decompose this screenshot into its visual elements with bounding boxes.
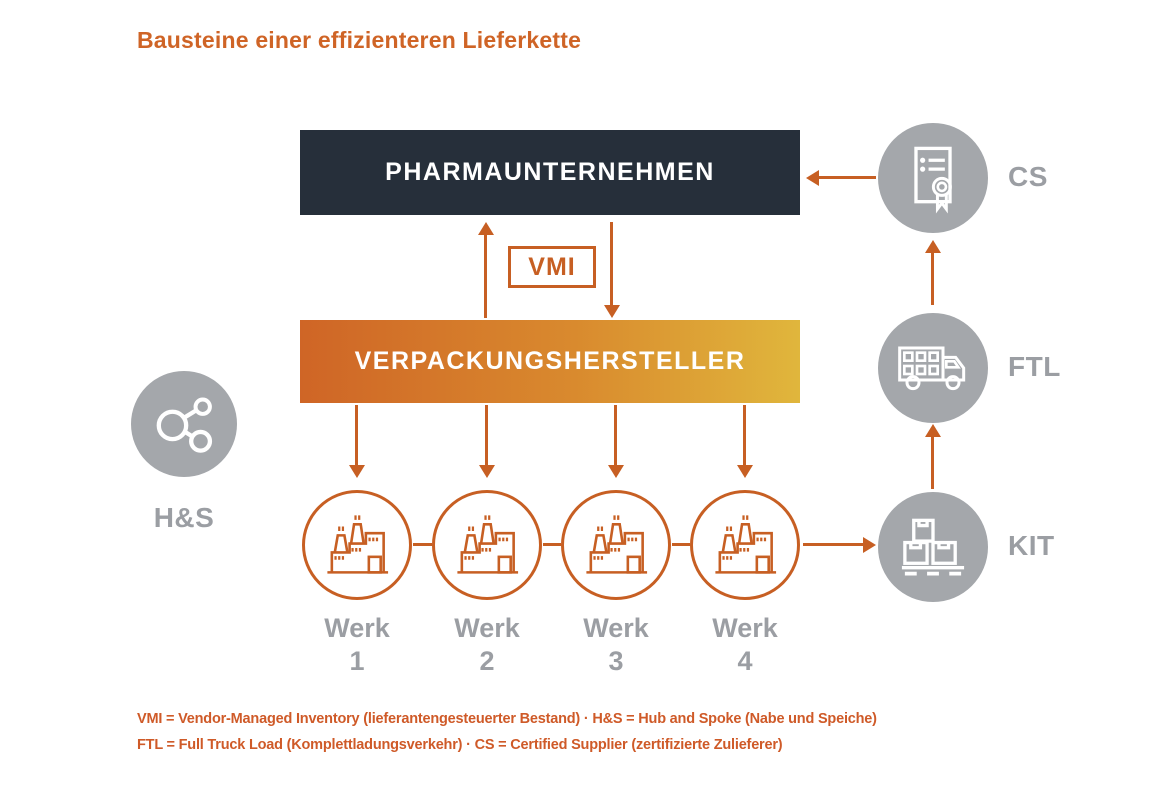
- werk4-label: Werk 4: [712, 613, 778, 676]
- arrow-down-to-packer: [604, 305, 620, 318]
- factory-icon: [320, 508, 394, 582]
- certificate-icon: [896, 141, 970, 215]
- legend-line1: VMI = Vendor-Managed Inventory (lieferan…: [137, 711, 877, 727]
- pharma-company-label: PHARMAUNTERNEHMEN: [385, 158, 715, 186]
- arrow-cs-to-pharma-line: [818, 176, 876, 179]
- arrow-to-werk3: [608, 465, 624, 478]
- arrow-ftl-to-cs: [925, 240, 941, 253]
- hub-and-spoke-label: H&S: [153, 502, 215, 533]
- hub-and-spoke-node: [131, 371, 237, 477]
- cs-label: CS: [1008, 161, 1048, 192]
- arrow-cs-to-pharma: [806, 170, 819, 186]
- arrow-to-werk4: [737, 465, 753, 478]
- arrow-up-to-pharma: [478, 222, 494, 235]
- ftl-node: [878, 313, 988, 423]
- page-title: Bausteine einer effizienteren Lieferkett…: [137, 27, 582, 53]
- werk1-node: [302, 490, 412, 600]
- hub-and-spoke-icon: [148, 388, 220, 460]
- arrow-werk4-to-kit-line: [803, 543, 864, 546]
- arrow-to-werk1: [349, 465, 365, 478]
- arrow-down-to-packer-line: [610, 222, 613, 307]
- werk4-node: [690, 490, 800, 600]
- arrow-kit-to-ftl-line: [931, 436, 934, 489]
- arrow-to-werk2-line: [485, 405, 488, 466]
- packaging-manufacturer-label: VERPACKUNGSHERSTELLER: [354, 347, 746, 375]
- factory-icon: [450, 508, 524, 582]
- packaging-manufacturer-box: VERPACKUNGSHERSTELLER: [300, 320, 800, 403]
- pallet-icon: [896, 510, 970, 584]
- arrow-to-werk3-line: [614, 405, 617, 466]
- truck-icon: [893, 334, 973, 402]
- vmi-label: VMI: [528, 252, 576, 281]
- werk2-node: [432, 490, 542, 600]
- cs-node: [878, 123, 988, 233]
- arrow-ftl-to-cs-line: [931, 252, 934, 305]
- factory-icon: [708, 508, 782, 582]
- arrow-to-werk2: [479, 465, 495, 478]
- arrow-up-to-pharma-line: [484, 234, 487, 318]
- werk3-node: [561, 490, 671, 600]
- werk2-label: Werk 2: [454, 613, 520, 676]
- arrow-kit-to-ftl: [925, 424, 941, 437]
- werk3-label: Werk 3: [583, 613, 649, 676]
- ftl-label: FTL: [1008, 351, 1061, 382]
- werk3-werk4-connector: [672, 543, 690, 546]
- pharma-company-box: PHARMAUNTERNEHMEN: [300, 130, 800, 215]
- factory-icon: [579, 508, 653, 582]
- kit-label: KIT: [1008, 530, 1055, 561]
- werk1-label: Werk 1: [324, 613, 390, 676]
- arrow-werk4-to-kit: [863, 537, 876, 553]
- kit-node: [878, 492, 988, 602]
- arrow-to-werk1-line: [355, 405, 358, 466]
- vmi-box: VMI: [508, 246, 596, 288]
- legend-line2: FTL = Full Truck Load (Komplettladungsve…: [137, 737, 783, 753]
- werk2-werk3-connector: [543, 543, 561, 546]
- arrow-to-werk4-line: [743, 405, 746, 466]
- werk1-werk2-connector: [413, 543, 432, 546]
- legend: VMI = Vendor-Managed Inventory (lieferan…: [137, 706, 877, 758]
